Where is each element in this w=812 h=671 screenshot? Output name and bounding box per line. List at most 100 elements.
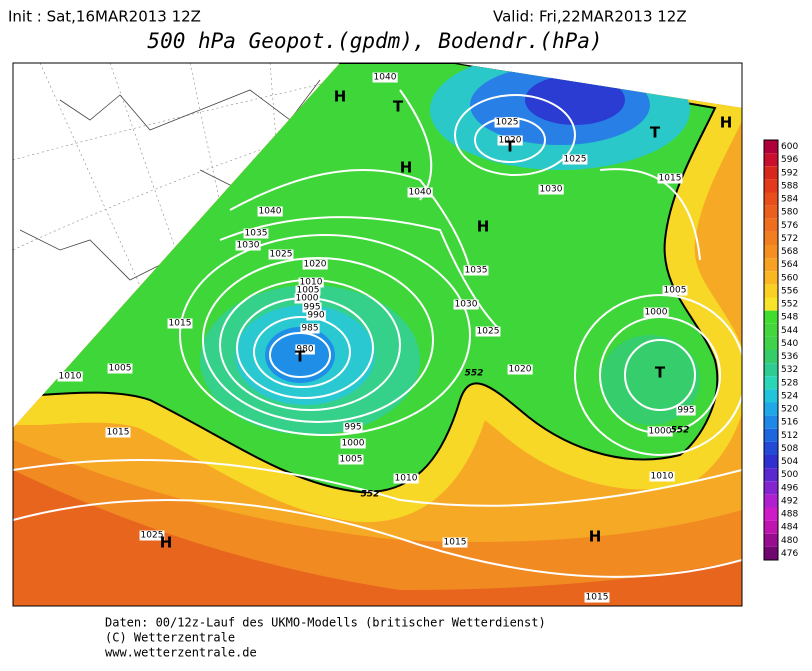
- label-background: [139, 530, 165, 541]
- label-background: [475, 326, 501, 337]
- label-background: [295, 285, 321, 296]
- label-background: [407, 187, 433, 198]
- isobar-label: 1000: [645, 308, 668, 318]
- colorbar-swatch: [764, 336, 778, 350]
- isobar-label: 1040: [409, 188, 432, 198]
- contour-label: 552: [361, 490, 380, 500]
- map-area: [13, 63, 742, 606]
- colorbar-label: 500: [781, 470, 798, 480]
- colorbar-swatch: [764, 389, 778, 403]
- colorbar-swatch: [764, 428, 778, 442]
- colorbar-label: 520: [781, 405, 798, 415]
- colorbar-swatch: [764, 284, 778, 298]
- label-background: [657, 173, 683, 184]
- colorbar-label: 484: [781, 523, 798, 533]
- colorbar-label: 596: [781, 155, 798, 165]
- colorbar-label: 528: [781, 378, 798, 388]
- label-background: [298, 277, 324, 288]
- colorbar-swatch: [764, 258, 778, 272]
- colorbar-label: 496: [781, 483, 798, 493]
- colorbar-swatch: [764, 546, 778, 560]
- isobar-label: 1025: [477, 327, 500, 337]
- colorbar-label: 480: [781, 536, 798, 546]
- colorbar-label: 600: [781, 142, 798, 152]
- colorbar-swatch: [764, 205, 778, 219]
- colorbar-label: 592: [781, 168, 798, 178]
- footer-line: (C) Wetterzentrale: [105, 631, 235, 645]
- colorbar-swatch: [764, 245, 778, 259]
- colorbar-label: 504: [781, 457, 798, 467]
- pressure-center: H: [589, 528, 602, 546]
- label-background: [463, 265, 489, 276]
- label-background: [676, 405, 696, 416]
- isobar-label: 1025: [496, 118, 519, 128]
- label-background: [507, 364, 533, 375]
- colorbar-swatch: [764, 297, 778, 311]
- isobar-label: 1005: [340, 455, 363, 465]
- valid-time: Valid: Fri,22MAR2013 12Z: [493, 8, 687, 26]
- colorbar-swatch: [764, 166, 778, 180]
- colorbar-label: 524: [781, 391, 798, 401]
- colorbar-label: 556: [781, 286, 798, 296]
- colorbar-label: 548: [781, 313, 798, 323]
- label-background: [497, 135, 523, 146]
- colorbar-label: 516: [781, 418, 798, 428]
- colorbar-swatch: [764, 192, 778, 206]
- isobar-label: 980: [296, 345, 313, 355]
- colorbar-label: 576: [781, 221, 798, 231]
- contour-label: 552: [671, 426, 690, 436]
- label-background: [562, 154, 588, 165]
- isobar-label: 1025: [564, 155, 587, 165]
- colorbar-swatch: [764, 441, 778, 455]
- init-time: Init : Sat,16MAR2013 12Z: [8, 8, 201, 26]
- pressure-center: H: [334, 88, 347, 106]
- isobar-label: 1015: [169, 319, 192, 329]
- colorbar-label: 476: [781, 549, 798, 559]
- colorbar-label: 540: [781, 339, 798, 349]
- label-background: [584, 592, 610, 603]
- colorbar-swatch: [764, 140, 778, 154]
- colorbar-swatch: [764, 494, 778, 508]
- pressure-center: T: [295, 348, 306, 366]
- colorbar-label: 536: [781, 352, 798, 362]
- colorbar-swatch: [764, 402, 778, 416]
- colorbar-swatch: [764, 481, 778, 495]
- label-background: [306, 310, 326, 321]
- colorbar-swatch: [764, 455, 778, 469]
- colorbar-label: 544: [781, 326, 798, 336]
- pressure-center: H: [720, 114, 733, 132]
- contour-label: 552: [465, 369, 484, 379]
- label-background: [167, 318, 193, 329]
- label-background: [105, 427, 131, 438]
- isobar-label: 1000: [296, 294, 319, 304]
- label-background: [300, 323, 320, 334]
- colorbar-label: 488: [781, 510, 798, 520]
- pressure-center: T: [650, 124, 661, 142]
- label-background: [343, 422, 363, 433]
- label-background: [57, 371, 83, 382]
- label-background: [235, 240, 261, 251]
- isobar-labels: 1040 1025 1020 1025 1015 1040 1030 1040 1035 1030…: [57, 72, 696, 603]
- isobar-label: 995: [344, 423, 361, 433]
- colorbar-label: 580: [781, 208, 798, 218]
- isobar-label: 1010: [59, 372, 82, 382]
- isobar-label: 1010: [395, 474, 418, 484]
- isobar-label: 1035: [465, 266, 488, 276]
- colorbar-label: 560: [781, 273, 798, 283]
- label-background: [393, 473, 419, 484]
- isobar-label: 1000: [649, 427, 672, 437]
- colorbar-label: 508: [781, 444, 798, 454]
- pressure-centers: H T H T T H H T T H H: [160, 88, 733, 552]
- colorbar-swatch: [764, 271, 778, 285]
- colorbar-swatch: [764, 350, 778, 364]
- label-background: [649, 471, 675, 482]
- pressure-center: H: [400, 159, 413, 177]
- label-background: [340, 438, 366, 449]
- colorbar-label: 568: [781, 247, 798, 257]
- colorbar-label: 564: [781, 260, 798, 270]
- isobar-label: 1020: [304, 260, 327, 270]
- colorbar-swatch: [764, 520, 778, 534]
- colorbar-label: 512: [781, 431, 798, 441]
